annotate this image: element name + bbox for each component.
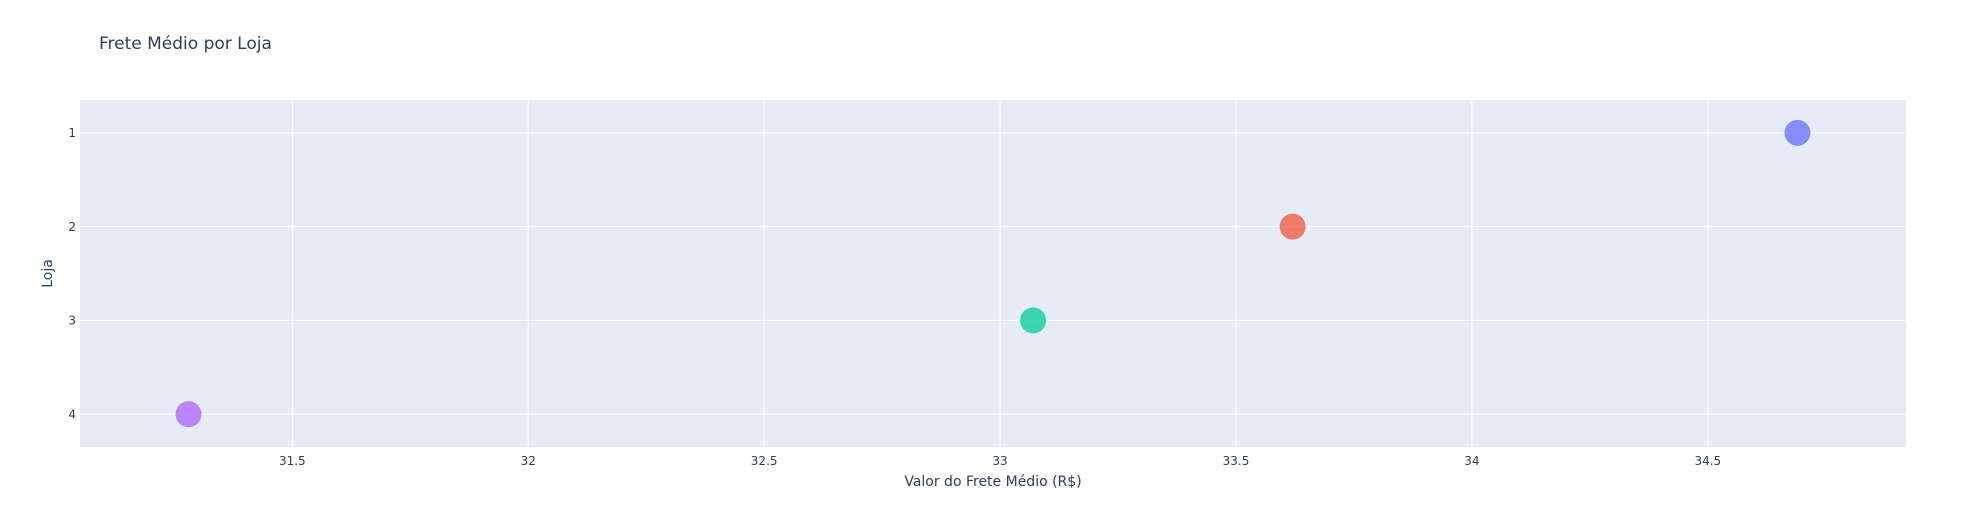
gridlines	[80, 100, 1906, 447]
data-point-loja-2[interactable]	[1279, 213, 1306, 240]
y-tick-label: 1	[68, 126, 76, 140]
y-tick-label: 4	[68, 407, 76, 421]
x-tick-label: 33	[992, 454, 1007, 468]
x-axis-title: Valor do Frete Médio (R$)	[904, 474, 1081, 490]
x-tick-label: 33.5	[1223, 454, 1250, 468]
y-tick-label: 3	[68, 314, 76, 328]
data-points	[175, 119, 1811, 428]
x-tick-label: 31.5	[279, 454, 306, 468]
y-tick-label: 2	[68, 220, 76, 234]
data-point-loja-3[interactable]	[1020, 307, 1047, 334]
x-tick-labels: 31.5 32 32.5 33 33.5 34 34.5	[279, 454, 1721, 468]
x-tick-label: 32.5	[751, 454, 778, 468]
y-tick-labels: 1 2 3 4	[68, 126, 76, 421]
y-axis-title: Loja	[40, 259, 56, 288]
plot-area	[80, 100, 1906, 447]
chart-title: Frete Médio por Loja	[99, 34, 272, 54]
data-point-loja-4[interactable]	[175, 401, 202, 428]
x-tick-label: 34.5	[1694, 454, 1721, 468]
x-tick-label: 32	[521, 454, 536, 468]
data-point-loja-1[interactable]	[1784, 119, 1811, 146]
x-tick-label: 34	[1464, 454, 1479, 468]
